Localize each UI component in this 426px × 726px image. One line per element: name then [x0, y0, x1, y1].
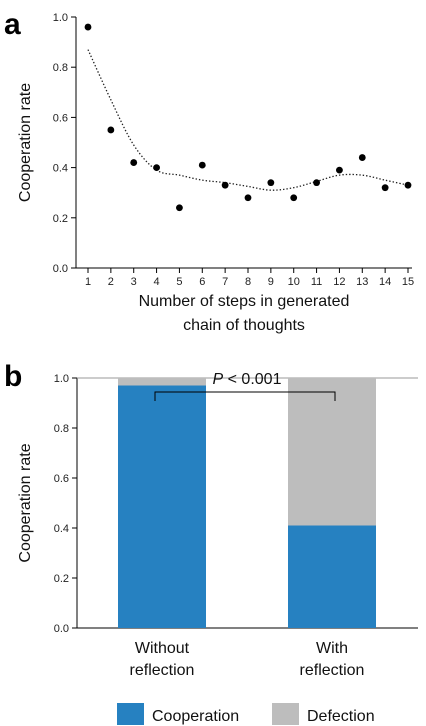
y-tick-label: 1.0 [53, 12, 68, 24]
y-axis-label: Cooperation rate [17, 83, 34, 202]
data-point [336, 166, 343, 174]
panel-a-letter: a [4, 8, 21, 41]
legend-label-cooperation: Cooperation [152, 708, 239, 725]
data-point [84, 23, 92, 31]
y-tick-label: 0.2 [54, 573, 69, 585]
y-tick-label: 0.6 [54, 473, 69, 485]
y-ticks: 0.0 0.2 0.4 0.6 0.8 1.0 [54, 373, 77, 635]
y-tick-label: 0.8 [54, 423, 69, 435]
stacked-bar-chart: 0.00.20.40.60.81.0 WithoutreflectionWith… [17, 371, 418, 725]
x-ticks: 1 2 3 4 5 6 7 8 9 10 11 12 13 14 15 [85, 268, 414, 288]
x-tick-label: 7 [222, 276, 228, 288]
x-tick-label: 12 [333, 276, 345, 288]
data-point [221, 181, 229, 189]
x-tick-label: 2 [108, 276, 114, 288]
x-tick-label: 10 [288, 276, 300, 288]
category-label: reflection [300, 662, 365, 679]
x-tick-label: 9 [268, 276, 274, 288]
bars [118, 378, 376, 628]
y-tick-label: 0.0 [53, 263, 68, 275]
data-point [267, 179, 275, 187]
category-label: With [316, 640, 348, 657]
bar-segment-cooperation [288, 525, 376, 628]
panel-b-letter: b [4, 360, 22, 393]
y-tick-label: 0.6 [53, 112, 68, 124]
x-tick-label: 3 [131, 276, 137, 288]
data-point [404, 181, 412, 189]
trend-line [87, 49, 409, 191]
data-point [290, 194, 298, 202]
legend-swatch-cooperation [117, 703, 144, 725]
y-ticks: 0.0 0.2 0.4 0.6 0.8 1.0 [53, 12, 76, 275]
x-tick-label: 15 [402, 276, 414, 288]
y-tick-label: 0.8 [53, 62, 68, 74]
scatter-chart: 0.00.20.40.60.81.0 1 2 3 4 5 6 7 8 9 10 11 12 13 14 15… [17, 12, 414, 334]
x-tick-label: 11 [311, 276, 322, 288]
data-point [198, 161, 206, 169]
x-tick-label: 14 [379, 276, 391, 288]
y-tick-label: 0.4 [54, 523, 69, 535]
y-tick-label: 1.0 [54, 373, 69, 385]
bar-segment-defection [288, 378, 376, 526]
data-point [130, 159, 138, 166]
data-point [176, 204, 183, 212]
data-point [153, 164, 160, 172]
legend: Cooperation Defection [117, 703, 375, 725]
p-symbol: P [213, 371, 224, 388]
x-tick-label: 13 [356, 276, 368, 288]
category-label: reflection [130, 662, 195, 679]
y-tick-label: 0.2 [53, 213, 68, 225]
legend-swatch-defection [272, 703, 299, 725]
p-value-annotation: P < 0.001 [213, 371, 282, 388]
data-point [358, 154, 366, 161]
bar-segment-defection [118, 378, 206, 386]
category-labels: Without reflection With reflection [130, 640, 365, 679]
data-points [84, 23, 412, 212]
y-axis-label: Cooperation rate [17, 443, 34, 562]
x-tick-label: 1 [85, 276, 91, 288]
data-point [107, 126, 115, 134]
x-tick-label: 6 [199, 276, 205, 288]
x-axis-label-line-1: Number of steps in generated [139, 293, 350, 310]
data-point [244, 194, 252, 202]
x-axis-label-line-2: chain of thoughts [183, 317, 305, 334]
legend-label-defection: Defection [307, 708, 375, 725]
significance-bracket [154, 391, 336, 401]
y-tick-label: 0.4 [53, 163, 68, 175]
x-tick-label: 5 [176, 276, 182, 288]
x-tick-label: 8 [245, 276, 251, 288]
bar-segment-cooperation [118, 385, 206, 628]
p-value-text: < 0.001 [223, 371, 281, 388]
x-tick-label: 4 [154, 276, 160, 288]
data-point [381, 184, 389, 192]
data-point [313, 179, 320, 187]
y-tick-label: 0.0 [54, 623, 69, 635]
category-label: Without [135, 640, 190, 657]
